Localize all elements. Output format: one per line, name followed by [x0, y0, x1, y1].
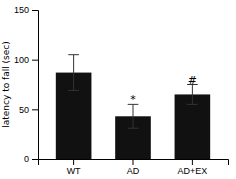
x-tick-label: AD+EX: [177, 166, 207, 176]
error-bar-cap: [68, 90, 79, 91]
x-tick: AD+EX: [177, 159, 207, 176]
y-tick-mark: [32, 159, 38, 160]
error-bar: [187, 85, 198, 105]
annotation: *: [130, 93, 136, 106]
error-bar-cap: [128, 128, 139, 129]
y-tick-label: 0: [24, 154, 29, 164]
error-bar: [128, 104, 139, 128]
y-tick-mark: [32, 10, 38, 11]
y-tick-label: 100: [14, 55, 29, 65]
x-tick-mark: [133, 159, 134, 165]
error-bar-stem: [73, 55, 74, 91]
error-bar-cap: [187, 104, 198, 105]
x-tick: WT: [67, 159, 81, 176]
bar: [175, 94, 211, 159]
x-tick-label: WT: [67, 166, 81, 176]
y-tick-mark: [32, 60, 38, 61]
y-axis: 0 50 100 150: [14, 5, 39, 164]
marks: [56, 55, 210, 159]
x-tick: AD: [127, 159, 140, 176]
y-tick: 100: [14, 55, 38, 65]
y-tick: 50: [19, 105, 38, 115]
x-axis-line: [39, 160, 229, 166]
y-axis-title: latency to fall (sec): [1, 41, 11, 128]
plot: 0 50 100 150 WT AD AD+EX latency to fall (sec) *…: [1, 5, 229, 176]
y-tick-label: 50: [19, 105, 29, 115]
error-bar: [68, 55, 79, 91]
error-bar-stem: [192, 85, 193, 105]
x-tick-label: AD: [127, 166, 140, 176]
annotation: #: [188, 74, 197, 87]
y-tick-label: 150: [14, 5, 29, 15]
error-bar-stem: [133, 104, 134, 128]
error-bar-cap: [68, 54, 79, 55]
x-tick-mark: [192, 159, 193, 165]
y-tick: 0: [24, 154, 38, 164]
chart: 0 50 100 150 WT AD AD+EX latency to fall (sec) *…: [0, 0, 236, 179]
y-tick: 150: [14, 5, 38, 15]
x-axis: WT AD AD+EX: [39, 159, 229, 176]
y-axis-line: [32, 11, 39, 160]
y-tick-mark: [32, 109, 38, 110]
x-tick-mark: [73, 159, 74, 165]
